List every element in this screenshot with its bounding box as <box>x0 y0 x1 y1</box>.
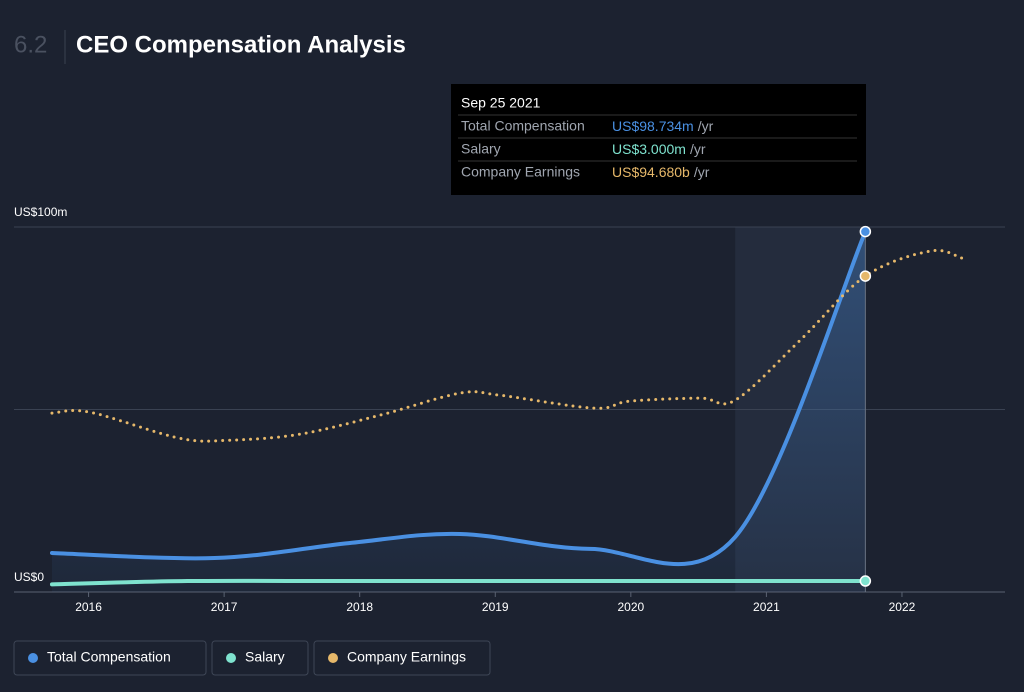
x-tick-label: 2019 <box>482 600 509 614</box>
line <box>49 229 868 566</box>
x-tick-label: 2020 <box>617 600 644 614</box>
x-tick-label: 2022 <box>889 600 916 614</box>
tooltip-unit: /yr <box>690 141 706 157</box>
legend-item[interactable]: Salary <box>211 640 309 676</box>
x-tick-label: 2017 <box>211 600 238 614</box>
x-tick-label: 2018 <box>346 600 373 614</box>
tooltip-label: Total Compensation <box>461 118 585 134</box>
area <box>51 231 866 592</box>
legend-swatch <box>328 653 338 663</box>
legend-label: Salary <box>245 649 285 665</box>
tooltip-value-number: US$3.000m <box>612 141 686 157</box>
y-tick-label: US$100m <box>14 205 67 219</box>
tooltip-label: Company Earnings <box>461 164 580 180</box>
tooltip-value: US$3.000m/yr <box>612 141 706 157</box>
legend-button[interactable] <box>13 640 207 676</box>
tooltip-date: Sep 25 2021 <box>461 95 541 111</box>
point <box>859 225 872 238</box>
legend-item[interactable]: Total Compensation <box>13 640 207 676</box>
line <box>50 248 964 443</box>
section-number: 6.2 <box>14 31 47 58</box>
tooltip-value: US$94.680b/yr <box>612 164 710 180</box>
tooltip-label: Salary <box>461 141 501 157</box>
line <box>49 578 868 587</box>
tooltip-unit: /yr <box>694 164 710 180</box>
legend-button[interactable] <box>313 640 491 676</box>
tooltip-value-number: US$98.734m <box>612 118 694 134</box>
legend-swatch <box>28 653 38 663</box>
page-title: CEO Compensation Analysis <box>76 31 406 58</box>
legend-swatch <box>226 653 236 663</box>
tooltip-value: US$98.734m/yr <box>612 118 714 134</box>
tooltip <box>451 84 866 195</box>
y-tick-label: US$0 <box>14 570 44 584</box>
legend-button[interactable] <box>211 640 309 676</box>
tooltip-unit: /yr <box>698 118 714 134</box>
point <box>859 270 872 282</box>
legend-item[interactable]: Company Earnings <box>313 640 491 676</box>
legend-label: Total Compensation <box>47 649 171 665</box>
point <box>859 575 872 587</box>
x-tick-label: 2016 <box>75 600 102 614</box>
tooltip-value-number: US$94.680b <box>612 164 690 180</box>
x-tick-label: 2021 <box>753 600 780 614</box>
legend-label: Company Earnings <box>347 649 466 665</box>
